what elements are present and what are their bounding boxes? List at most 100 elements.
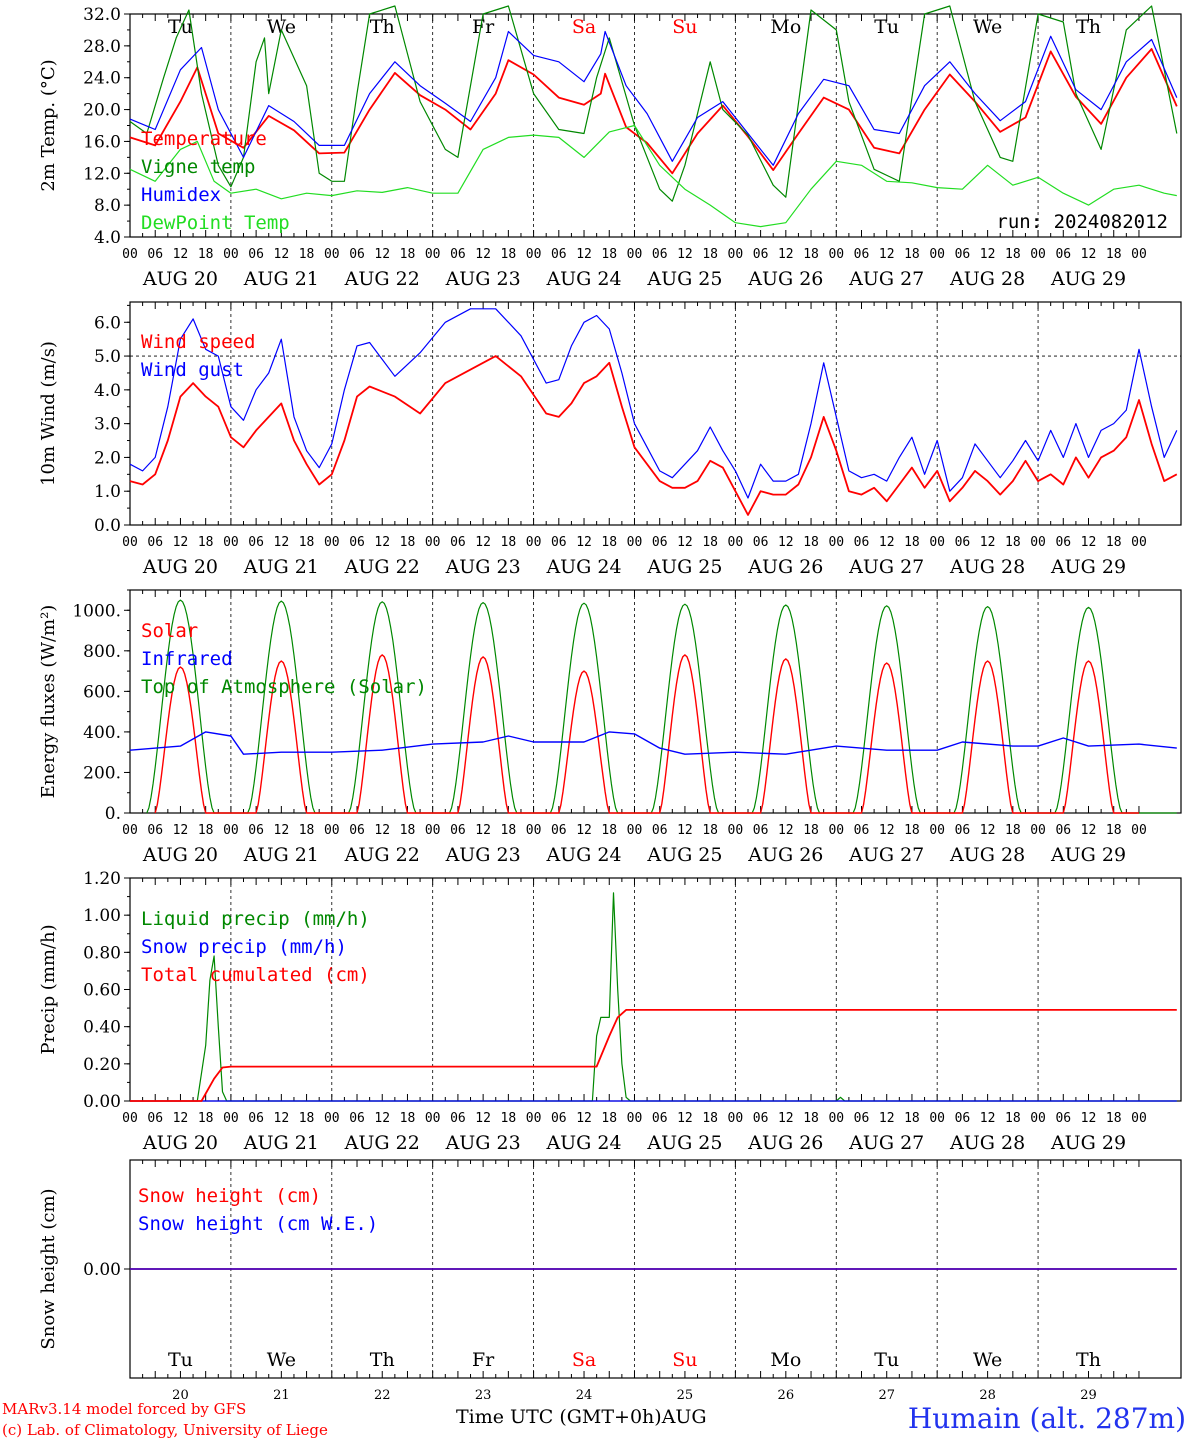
hour-tick-label: 12 xyxy=(980,535,996,550)
hour-tick-label: 12 xyxy=(374,247,390,262)
hour-tick-label: 12 xyxy=(173,535,189,550)
day-label: AUG 22 xyxy=(344,844,420,866)
day-label: AUG 21 xyxy=(243,268,319,290)
day-label: AUG 25 xyxy=(646,1132,722,1154)
hour-tick-label: 00 xyxy=(425,535,441,550)
hour-tick-label: 00 xyxy=(1131,823,1147,838)
y-tick-label: 0.40 xyxy=(83,1018,121,1038)
hour-tick-label: 06 xyxy=(248,247,264,262)
hour-tick-label: 06 xyxy=(450,535,466,550)
weekday-label: We xyxy=(973,16,1002,38)
hour-tick-label: 12 xyxy=(980,823,996,838)
y-tick-label: 8.0 xyxy=(94,196,121,216)
day-number-label: 24 xyxy=(576,1388,593,1403)
hour-tick-label: 12 xyxy=(778,823,794,838)
hour-tick-label: 12 xyxy=(274,823,290,838)
hour-tick-label: 00 xyxy=(223,247,239,262)
hour-tick-label: 18 xyxy=(601,823,617,838)
hour-tick-label: 00 xyxy=(324,1111,340,1126)
hour-tick-label: 06 xyxy=(450,247,466,262)
hour-tick-label: 18 xyxy=(400,1111,416,1126)
model-credit: MARv3.14 model forced by GFS xyxy=(2,1400,247,1418)
hour-tick-label: 00 xyxy=(526,247,542,262)
day-label: AUG 26 xyxy=(747,1132,823,1154)
hour-tick-label: 18 xyxy=(1005,247,1021,262)
hour-tick-label: 12 xyxy=(980,1111,996,1126)
hour-tick-label: 18 xyxy=(904,535,920,550)
y-tick-label: 20.0 xyxy=(83,101,121,121)
hour-tick-label: 06 xyxy=(854,247,870,262)
hour-tick-label: 00 xyxy=(425,1111,441,1126)
hour-tick-label: 18 xyxy=(1106,535,1122,550)
day-label: AUG 25 xyxy=(646,556,722,578)
weekday-label: Th xyxy=(1076,16,1101,38)
day-number-label: 29 xyxy=(1080,1388,1097,1403)
hour-tick-label: 12 xyxy=(879,823,895,838)
y-tick-label: 1.0 xyxy=(94,482,121,502)
day-label: AUG 29 xyxy=(1050,844,1126,866)
hour-tick-label: 18 xyxy=(299,247,315,262)
weekday-label: We xyxy=(267,16,296,38)
day-label: AUG 28 xyxy=(949,556,1025,578)
hour-tick-label: 12 xyxy=(173,247,189,262)
hour-tick-label: 18 xyxy=(501,823,517,838)
y-tick-label: 28.0 xyxy=(83,37,121,57)
day-number-label: 25 xyxy=(677,1388,694,1403)
series-total-cumulated-cm xyxy=(130,1009,1177,1102)
hour-tick-label: 18 xyxy=(702,823,718,838)
hour-tick-label: 12 xyxy=(475,1111,491,1126)
y-tick-label: 32.0 xyxy=(83,5,121,25)
day-label: AUG 26 xyxy=(747,268,823,290)
series-humidex xyxy=(129,30,1178,166)
hour-tick-label: 12 xyxy=(677,823,693,838)
hour-tick-label: 00 xyxy=(627,247,643,262)
hour-tick-label: 00 xyxy=(828,823,844,838)
hour-tick-label: 00 xyxy=(425,247,441,262)
hour-tick-label: 00 xyxy=(728,247,744,262)
hour-tick-label: 18 xyxy=(501,247,517,262)
weekday-label: Th xyxy=(370,16,395,38)
hour-tick-label: 00 xyxy=(627,1111,643,1126)
plot-frame xyxy=(129,13,1182,238)
hour-tick-label: 00 xyxy=(122,823,138,838)
hour-tick-label: 18 xyxy=(501,1111,517,1126)
hour-tick-label: 06 xyxy=(652,535,668,550)
hour-tick-label: 00 xyxy=(1030,823,1046,838)
day-label: AUG 23 xyxy=(445,1132,521,1154)
legend-snow-height-cm-w-e: Snow height (cm W.E.) xyxy=(138,1213,378,1235)
day-label: AUG 24 xyxy=(545,268,621,290)
hour-tick-label: 06 xyxy=(854,823,870,838)
y-tick-label: 600. xyxy=(83,682,121,702)
hour-tick-label: 00 xyxy=(828,535,844,550)
hour-tick-label: 00 xyxy=(1030,247,1046,262)
day-label: AUG 26 xyxy=(747,844,823,866)
hour-tick-label: 06 xyxy=(147,1111,163,1126)
hour-tick-label: 06 xyxy=(753,535,769,550)
series-wind-speed xyxy=(129,355,1178,516)
day-label: AUG 24 xyxy=(545,844,621,866)
station-name: Humain (alt. 287m) xyxy=(907,1402,1186,1435)
y-tick-label: 0.60 xyxy=(83,981,121,1001)
legend-top-of-atmosphere-solar: Top of Atmosphere (Solar) xyxy=(141,676,427,698)
hour-tick-label: 06 xyxy=(652,1111,668,1126)
y-tick-label: 6.0 xyxy=(94,313,121,333)
day-label: AUG 29 xyxy=(1050,556,1126,578)
hour-tick-label: 12 xyxy=(475,535,491,550)
hour-tick-label: 18 xyxy=(803,535,819,550)
y-tick-label: 24.0 xyxy=(83,69,121,89)
hour-tick-label: 18 xyxy=(803,1111,819,1126)
hour-tick-label: 12 xyxy=(374,1111,390,1126)
hour-tick-label: 00 xyxy=(828,247,844,262)
hour-tick-label: 12 xyxy=(879,1111,895,1126)
hour-tick-label: 06 xyxy=(349,535,365,550)
hour-tick-label: 12 xyxy=(274,247,290,262)
hour-tick-label: 18 xyxy=(400,535,416,550)
hour-tick-label: 18 xyxy=(501,535,517,550)
hour-tick-label: 18 xyxy=(601,247,617,262)
hour-tick-label: 00 xyxy=(828,1111,844,1126)
hour-tick-label: 18 xyxy=(1005,1111,1021,1126)
y-axis-label: Energy fluxes (W/m²) xyxy=(38,605,59,799)
hour-tick-label: 12 xyxy=(374,535,390,550)
day-label: AUG 21 xyxy=(243,1132,319,1154)
y-tick-label: 4.0 xyxy=(94,381,121,401)
